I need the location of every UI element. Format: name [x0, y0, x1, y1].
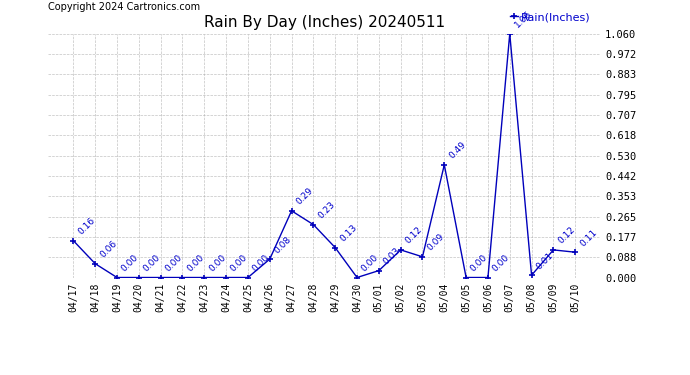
Rain(Inches): [157, 275, 165, 280]
Rain(Inches): [288, 209, 296, 213]
Rain(Inches): [91, 261, 99, 266]
Text: 0.00: 0.00: [491, 253, 511, 273]
Text: 0.49: 0.49: [447, 140, 468, 160]
Text: 0.03: 0.03: [382, 246, 402, 266]
Text: 0.00: 0.00: [250, 253, 271, 273]
Line: Rain(Inches): Rain(Inches): [70, 31, 578, 280]
Rain(Inches): [506, 32, 514, 36]
Text: 0.00: 0.00: [359, 253, 380, 273]
Rain(Inches): [178, 275, 186, 280]
Rain(Inches): [135, 275, 143, 280]
Text: 0.00: 0.00: [229, 253, 250, 273]
Rain(Inches): [571, 250, 580, 255]
Text: 0.00: 0.00: [185, 253, 206, 273]
Text: Rain By Day (Inches) 20240511: Rain By Day (Inches) 20240511: [204, 15, 445, 30]
Rain(Inches): [397, 248, 405, 252]
Rain(Inches): [527, 273, 535, 278]
Text: 0.09: 0.09: [425, 232, 446, 253]
Rain(Inches): [113, 275, 121, 280]
Rain(Inches): [549, 248, 558, 252]
Rain(Inches): [331, 245, 339, 250]
Text: Copyright 2024 Cartronics.com: Copyright 2024 Cartronics.com: [48, 2, 200, 12]
Text: 0.06: 0.06: [98, 239, 119, 260]
Rain(Inches): [244, 275, 252, 280]
Rain(Inches): [418, 255, 426, 259]
Text: 0.00: 0.00: [469, 253, 489, 273]
Text: 0.08: 0.08: [273, 234, 293, 255]
Rain(Inches): [266, 257, 274, 261]
Text: 0.00: 0.00: [207, 253, 228, 273]
Rain(Inches): [222, 275, 230, 280]
Legend: Rain(Inches): Rain(Inches): [505, 8, 595, 27]
Text: 0.16: 0.16: [76, 216, 97, 237]
Rain(Inches): [200, 275, 208, 280]
Text: 1.06: 1.06: [513, 9, 533, 30]
Rain(Inches): [353, 275, 361, 280]
Rain(Inches): [69, 238, 77, 243]
Text: 0.00: 0.00: [164, 253, 184, 273]
Rain(Inches): [462, 275, 471, 280]
Rain(Inches): [440, 163, 449, 167]
Text: 0.12: 0.12: [404, 225, 424, 246]
Rain(Inches): [484, 275, 492, 280]
Text: 0.01: 0.01: [534, 251, 555, 271]
Text: 0.23: 0.23: [316, 200, 337, 220]
Text: 0.13: 0.13: [338, 223, 359, 243]
Text: 0.00: 0.00: [141, 253, 162, 273]
Text: 0.12: 0.12: [556, 225, 577, 246]
Text: 0.11: 0.11: [578, 228, 599, 248]
Rain(Inches): [309, 222, 317, 227]
Text: 0.00: 0.00: [120, 253, 140, 273]
Rain(Inches): [375, 268, 383, 273]
Text: 0.29: 0.29: [295, 186, 315, 207]
